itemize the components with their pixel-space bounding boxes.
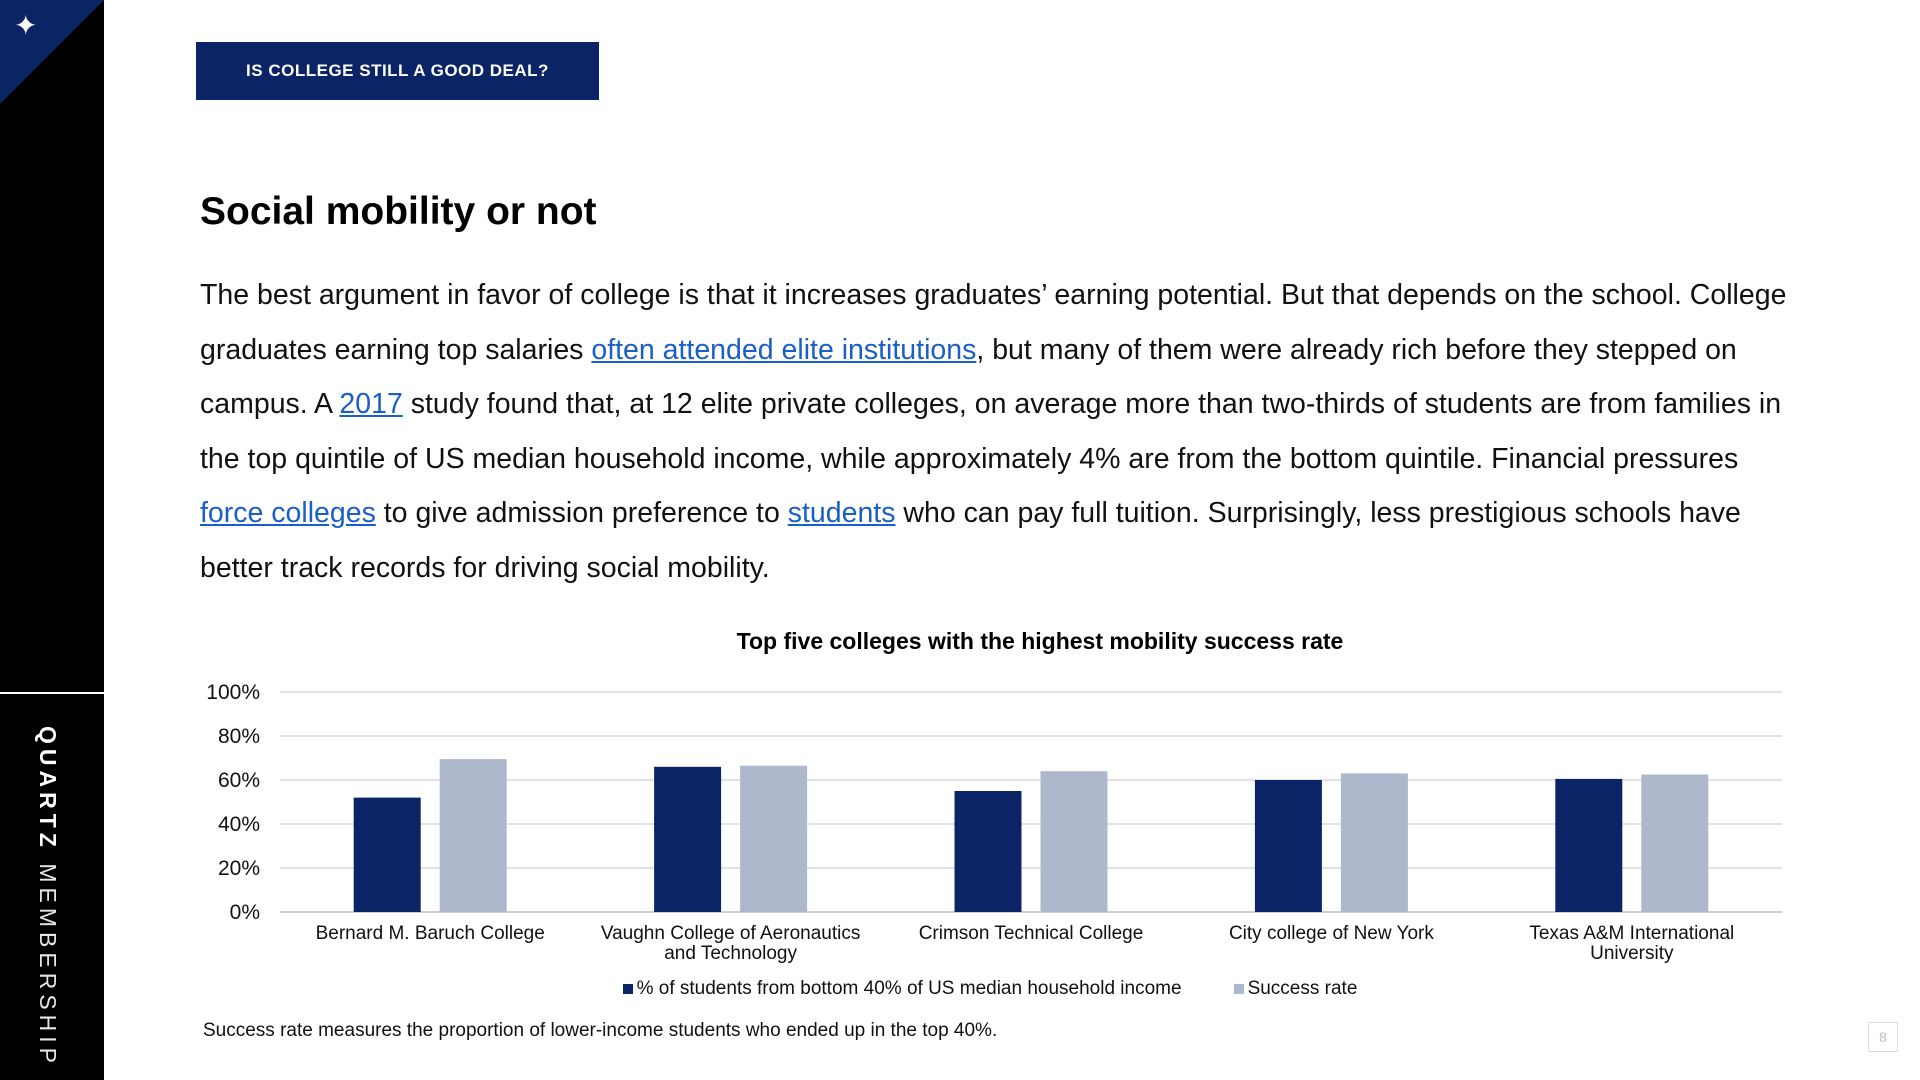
y-tick-label: 0% <box>230 901 260 924</box>
bar-success-rate <box>439 759 507 912</box>
legend-label-success-rate: Success rate <box>1247 978 1358 999</box>
bar-bottom-40 <box>1254 780 1322 912</box>
body-text-1: The best argument in favor of college is… <box>200 279 1787 366</box>
legend-swatch-success-rate <box>1233 984 1244 994</box>
y-tick-label: 40% <box>218 813 260 836</box>
legend-item-bottom-40: % of students from bottom 40% of US medi… <box>622 978 1182 1000</box>
chart-legend: % of students from bottom 40% of US medi… <box>0 978 1920 1000</box>
section-badge: IS COLLEGE STILL A GOOD DEAL? <box>196 42 599 100</box>
bar-success-rate <box>1340 773 1408 912</box>
bar-success-rate <box>1040 771 1108 912</box>
brand-light: MEMBERSHIP <box>35 851 61 1068</box>
corner-accent <box>0 0 104 104</box>
x-tick-label: City college of New York <box>1229 923 1434 944</box>
y-tick-label: 100% <box>206 681 260 704</box>
legend-item-success-rate: Success rate <box>1233 978 1358 1000</box>
y-tick-label: 80% <box>218 725 260 748</box>
body-text-4: to give admission preference to <box>375 497 788 529</box>
body-text-3: study found that, at 12 elite private co… <box>200 388 1782 475</box>
sidebar-divider <box>0 692 104 694</box>
body-paragraph: The best argument in favor of college is… <box>200 268 1800 595</box>
body-text-2: , but many of them were already rich bef… <box>200 333 1737 421</box>
bar-bottom-40 <box>654 766 722 912</box>
link-students[interactable]: students <box>787 497 896 529</box>
link-elite-institutions[interactable]: often attended elite institutions <box>591 333 977 366</box>
y-tick-label: 20% <box>218 857 260 880</box>
page-number: 8 <box>1868 1022 1898 1052</box>
chart-title: Top five colleges with the highest mobil… <box>736 628 1344 654</box>
chart-footnote: Success rate measures the proportion of … <box>203 1020 998 1041</box>
bar-bottom-40 <box>353 797 421 912</box>
bar-bottom-40 <box>1555 778 1623 912</box>
x-tick-label: Crimson Technical College <box>919 923 1144 944</box>
bar-success-rate <box>740 765 808 912</box>
sidebar: ✦ QUARTZ MEMBERSHIP <box>0 0 104 1080</box>
y-tick-label: 60% <box>218 769 260 792</box>
bar-bottom-40 <box>954 791 1022 912</box>
x-tick-label: Bernard M. Baruch College <box>316 923 545 944</box>
brand-bold: QUARTZ <box>35 726 61 852</box>
x-tick-label: Vaughn College of Aeronautics and Technol… <box>601 923 861 964</box>
x-tick-label: Texas A&M International University <box>1529 923 1734 964</box>
page-title: Social mobility or not <box>200 190 597 233</box>
link-force-colleges[interactable]: force colleges <box>200 497 376 529</box>
brand-wordmark: QUARTZ MEMBERSHIP <box>34 726 61 1068</box>
legend-label-bottom-40: % of students from bottom 40% of US medi… <box>636 978 1182 999</box>
legend-swatch-bottom-40 <box>622 984 633 994</box>
link-2017-study[interactable]: 2017 <box>339 388 403 420</box>
body-text-5: who can pay full tuition. Surprisingly, … <box>200 497 1741 584</box>
bar-success-rate <box>1641 774 1709 912</box>
star-icon: ✦ <box>14 10 38 41</box>
